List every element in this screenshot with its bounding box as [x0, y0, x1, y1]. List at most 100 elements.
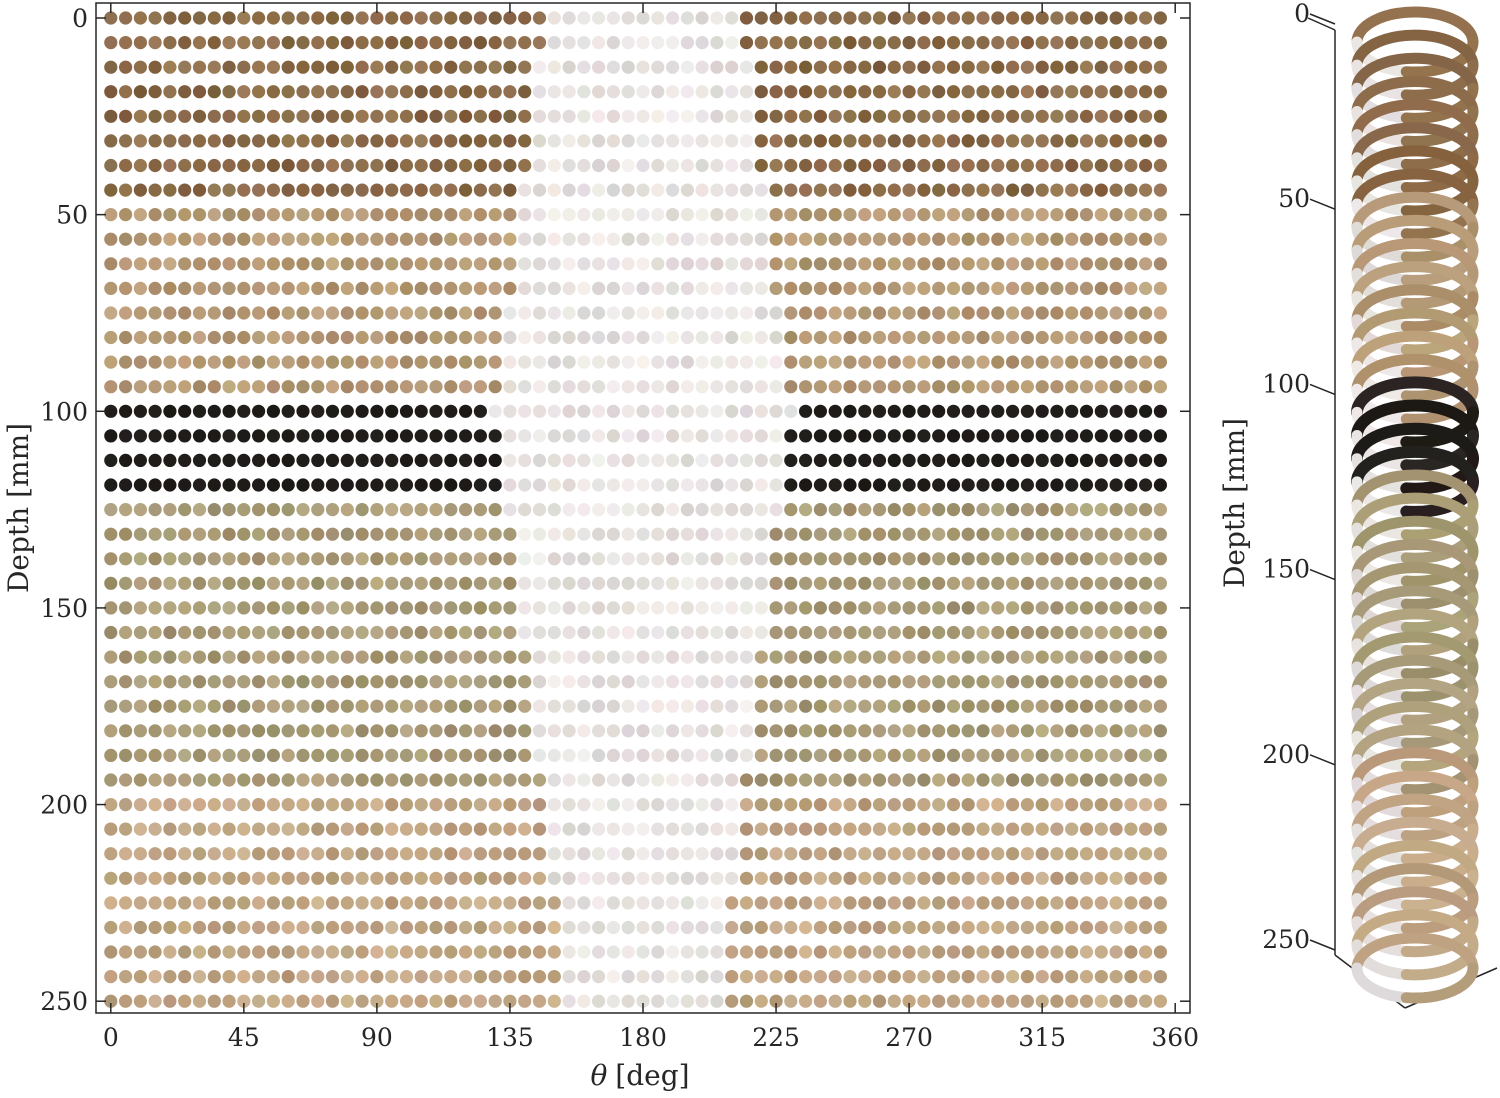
- scatter-point: [651, 281, 665, 295]
- scatter-point: [252, 552, 266, 566]
- scatter-point: [917, 158, 931, 173]
- scatter-point: [1035, 675, 1049, 689]
- scatter-point: [680, 748, 695, 763]
- scatter-point: [1079, 158, 1094, 173]
- scatter-point: [325, 478, 340, 492]
- scatter-point: [917, 527, 931, 541]
- scatter-point: [828, 453, 842, 467]
- scatter-point: [887, 650, 901, 664]
- scatter-point: [133, 429, 147, 443]
- scatter-point: [932, 134, 946, 148]
- scatter-point: [503, 871, 517, 885]
- scatter-point: [976, 822, 990, 836]
- scatter-point: [813, 798, 828, 812]
- scatter-point: [340, 625, 354, 640]
- scatter-point: [754, 625, 768, 640]
- scatter-point: [1065, 552, 1079, 566]
- scatter-point: [163, 208, 177, 222]
- scatter-point: [651, 478, 665, 492]
- scatter-point: [666, 232, 680, 246]
- scatter-point: [385, 871, 399, 885]
- scatter-point: [754, 232, 768, 246]
- scatter-point: [606, 748, 621, 763]
- scatter-point: [252, 773, 266, 787]
- scatter-point: [1153, 576, 1167, 590]
- scatter-point: [828, 798, 842, 812]
- scatter-point: [488, 724, 502, 738]
- scatter-point: [843, 527, 857, 541]
- scatter-point: [1094, 208, 1108, 222]
- scatter-point: [621, 306, 635, 320]
- scatter-point: [547, 724, 561, 738]
- scatter-point: [680, 60, 695, 74]
- ring-back-arc: [1351, 492, 1479, 534]
- scatter-point: [1035, 552, 1049, 566]
- scatter-point: [636, 11, 650, 25]
- scatter-point: [281, 11, 295, 25]
- scatter-point: [237, 822, 251, 836]
- scatter-point: [577, 183, 591, 197]
- scatter-point: [858, 134, 872, 148]
- scatter-point: [473, 847, 487, 861]
- scatter-point: [562, 822, 576, 836]
- scatter-point: [828, 527, 842, 541]
- scatter-point: [799, 109, 813, 123]
- scatter-point: [592, 429, 606, 443]
- scatter-point: [577, 601, 591, 615]
- scatter-point: [695, 109, 709, 123]
- scatter-point: [636, 871, 650, 885]
- scatter-point: [843, 453, 857, 467]
- scatter-point: [385, 601, 399, 615]
- scatter-point: [532, 355, 547, 369]
- scatter-point: [991, 306, 1005, 320]
- scatter-point: [991, 724, 1005, 738]
- ring-back-arc: [1351, 469, 1479, 511]
- scatter-point: [592, 404, 606, 418]
- scatter-point: [946, 945, 961, 959]
- scatter-point: [739, 798, 754, 812]
- scatter-point: [946, 306, 961, 320]
- scatter-point: [1124, 675, 1138, 689]
- scatter-point: [1065, 650, 1079, 664]
- scatter-point: [237, 773, 251, 787]
- scatter-point: [858, 920, 872, 935]
- scatter-point: [488, 822, 502, 836]
- scatter-point: [991, 503, 1005, 517]
- scatter-point: [503, 650, 517, 664]
- scatter-point: [1094, 970, 1108, 984]
- scatter-point: [799, 306, 813, 320]
- scatter-point: [340, 724, 354, 738]
- scatter-point: [163, 699, 177, 713]
- scatter-point: [252, 208, 266, 222]
- scatter-point: [813, 453, 828, 467]
- scatter-point: [119, 11, 133, 25]
- scatter-point: [222, 822, 236, 836]
- scatter-point: [902, 85, 916, 99]
- scatter-point: [163, 380, 177, 394]
- scatter-point: [562, 306, 576, 320]
- scatter-point: [1139, 724, 1153, 738]
- scatter-point: [163, 306, 177, 320]
- scatter-point: [414, 503, 428, 517]
- scatter-point: [592, 798, 606, 812]
- scatter-point: [606, 970, 621, 984]
- scatter-point: [547, 60, 561, 74]
- scatter-point: [1050, 994, 1064, 1008]
- scatter-point: [266, 503, 280, 517]
- scatter-point: [946, 330, 961, 345]
- scatter-point: [547, 306, 561, 320]
- scatter-point: [340, 257, 354, 271]
- scatter-point: [562, 36, 576, 50]
- scatter-point: [104, 748, 118, 763]
- scatter-point: [192, 85, 207, 99]
- scatter-point: [1109, 355, 1123, 369]
- scatter-point: [207, 970, 221, 984]
- scatter-point: [532, 601, 547, 615]
- scatter-point: [1020, 11, 1034, 25]
- scatter-point: [296, 306, 310, 320]
- scatter-point: [666, 281, 680, 295]
- scatter-point: [858, 822, 872, 836]
- scatter-point: [1153, 798, 1167, 812]
- scatter-point: [636, 85, 650, 99]
- scatter-point: [872, 625, 887, 640]
